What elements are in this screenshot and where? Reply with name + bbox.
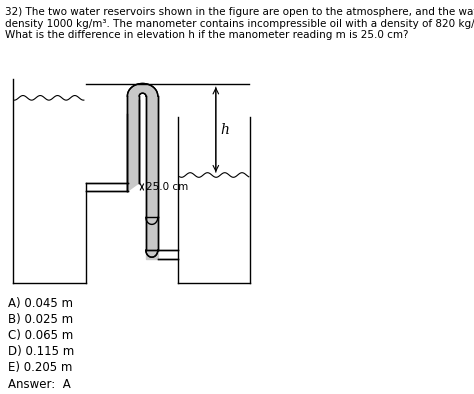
Text: h: h bbox=[221, 123, 229, 137]
Polygon shape bbox=[128, 84, 158, 96]
Text: E) 0.205 m: E) 0.205 m bbox=[8, 361, 73, 374]
Text: 25.0 cm: 25.0 cm bbox=[146, 182, 188, 192]
Text: D) 0.115 m: D) 0.115 m bbox=[8, 345, 74, 358]
Text: B) 0.025 m: B) 0.025 m bbox=[8, 313, 73, 326]
Polygon shape bbox=[146, 250, 158, 259]
Text: Answer:  A: Answer: A bbox=[8, 377, 71, 390]
Text: 32) The two water reservoirs shown in the figure are open to the atmosphere, and: 32) The two water reservoirs shown in th… bbox=[5, 7, 474, 40]
Polygon shape bbox=[146, 96, 158, 250]
Text: A) 0.045 m: A) 0.045 m bbox=[8, 297, 73, 310]
Text: C) 0.065 m: C) 0.065 m bbox=[8, 329, 73, 342]
Polygon shape bbox=[128, 96, 139, 191]
